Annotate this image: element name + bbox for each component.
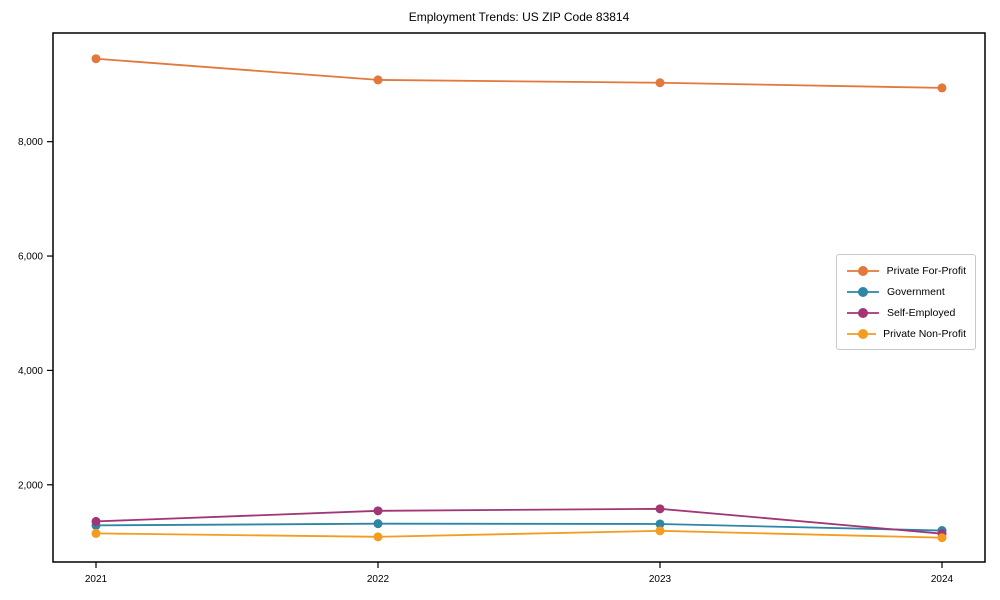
x-tick-label: 2023 bbox=[649, 574, 672, 585]
data-point-private-non-profit bbox=[373, 532, 383, 542]
legend-line-marker-icon bbox=[847, 307, 879, 318]
data-point-private-for-profit bbox=[373, 75, 383, 85]
legend-label: Government bbox=[887, 285, 945, 298]
series-line-government bbox=[95, 522, 943, 532]
data-point-private-non-profit bbox=[937, 533, 947, 543]
data-point-government bbox=[373, 519, 383, 529]
data-point-private-for-profit bbox=[655, 78, 665, 88]
legend-label: Private For-Profit bbox=[886, 264, 966, 277]
legend-item-self-employed: Self-Employed bbox=[846, 305, 966, 320]
legend-item-government: Government bbox=[846, 284, 966, 299]
data-point-self-employed bbox=[655, 504, 665, 514]
legend-line-marker-icon bbox=[847, 328, 877, 339]
x-tick-label: 2022 bbox=[367, 574, 390, 585]
legend-item-private-non-profit: Private Non-Profit bbox=[846, 326, 966, 341]
y-tick-label: 8,000 bbox=[18, 137, 43, 148]
x-tick-label: 2021 bbox=[85, 574, 108, 585]
legend-line-marker-icon bbox=[847, 286, 879, 297]
data-point-private-for-profit bbox=[937, 83, 947, 93]
legend-line-marker-icon bbox=[847, 265, 879, 276]
legend-label: Private Non-Profit bbox=[883, 327, 966, 340]
data-point-private-non-profit bbox=[91, 528, 101, 538]
plot-frame bbox=[52, 32, 986, 563]
y-tick-label: 2,000 bbox=[18, 480, 43, 491]
data-point-private-for-profit bbox=[91, 54, 101, 64]
series-line-self-employed bbox=[95, 507, 943, 535]
data-point-government bbox=[655, 519, 665, 529]
chart-title: Employment Trends: US ZIP Code 83814 bbox=[408, 10, 630, 24]
y-tick-label: 4,000 bbox=[18, 366, 43, 377]
data-point-private-non-profit bbox=[655, 526, 665, 536]
legend: Private For-Profit Government Self-Emplo… bbox=[836, 254, 976, 350]
series-line-private-non-profit bbox=[95, 529, 943, 539]
series-line-private-for-profit bbox=[95, 57, 943, 89]
data-point-self-employed bbox=[373, 506, 383, 516]
data-point-self-employed bbox=[91, 516, 101, 526]
legend-item-private-for-profit: Private For-Profit bbox=[846, 263, 966, 278]
x-tick-label: 2024 bbox=[931, 574, 954, 585]
legend-label: Self-Employed bbox=[887, 306, 956, 319]
y-tick-label: 6,000 bbox=[18, 252, 43, 263]
